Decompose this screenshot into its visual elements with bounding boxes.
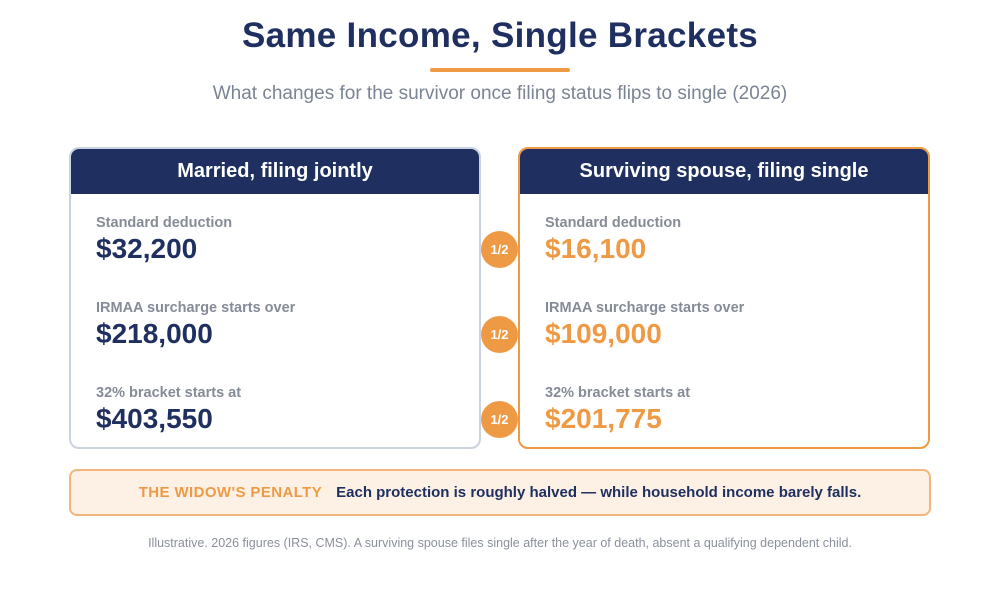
penalty-text: Each protection is roughly halved — whil…: [336, 484, 862, 501]
row-label: 32% bracket starts at: [96, 385, 242, 401]
married-standard-deduction: Standard deduction $32,200: [96, 215, 232, 265]
row-value: $403,550: [96, 403, 213, 434]
single-standard-deduction: Standard deduction $16,100: [545, 215, 681, 265]
married-joint-heading: Married, filing jointly: [71, 149, 479, 194]
page-title: Same Income, Single Brackets: [241, 16, 759, 55]
row-label: Standard deduction: [96, 215, 233, 231]
row-label: IRMAA surcharge starts over: [96, 300, 296, 316]
single-irmaa-threshold: IRMAA surcharge starts over $109,000: [545, 300, 744, 350]
married-joint-card: Married, filing jointly Standard deducti…: [69, 147, 481, 449]
row-value: $201,775: [545, 403, 662, 434]
row-label: 32% bracket starts at: [545, 385, 691, 401]
half-badge: 1/2: [481, 401, 518, 438]
half-badge: 1/2: [481, 316, 518, 353]
surviving-single-heading: Surviving spouse, filing single: [520, 149, 928, 194]
page-subtitle: What changes for the survivor once filin…: [212, 83, 788, 104]
row-value: $32,200: [96, 233, 198, 264]
row-value: $109,000: [545, 318, 662, 349]
row-value: $16,100: [545, 233, 647, 264]
row-value: $218,000: [96, 318, 213, 349]
widows-penalty-callout: THE WIDOW'S PENALTY Each protection is r…: [69, 469, 931, 516]
row-label: IRMAA surcharge starts over: [545, 300, 745, 316]
penalty-tag: THE WIDOW'S PENALTY: [138, 484, 323, 501]
half-badge: 1/2: [481, 231, 518, 268]
title-underline: [430, 68, 570, 72]
single-32-bracket: 32% bracket starts at $201,775: [545, 385, 690, 435]
married-32-bracket: 32% bracket starts at $403,550: [96, 385, 241, 435]
married-irmaa-threshold: IRMAA surcharge starts over $218,000: [96, 300, 295, 350]
footnote: Illustrative. 2026 figures (IRS, CMS). A…: [148, 536, 852, 550]
surviving-single-card: Surviving spouse, filing single Standard…: [518, 147, 930, 449]
row-label: Standard deduction: [545, 215, 682, 231]
